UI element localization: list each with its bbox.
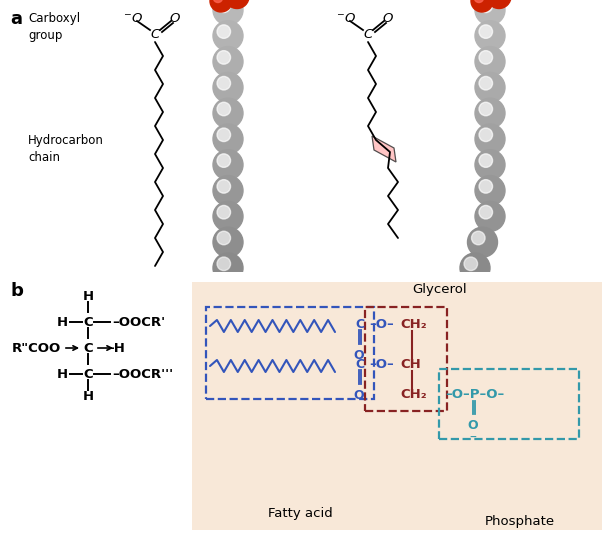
- Text: Fatty acid: Fatty acid: [267, 508, 332, 521]
- Circle shape: [213, 47, 243, 77]
- Text: Hydrocarbon
chain: Hydrocarbon chain: [28, 134, 104, 164]
- Text: H: H: [82, 390, 94, 403]
- Circle shape: [217, 102, 231, 116]
- Text: C: C: [364, 28, 373, 40]
- Circle shape: [217, 77, 231, 90]
- Text: H: H: [82, 289, 94, 302]
- Circle shape: [475, 150, 505, 180]
- Text: CH: CH: [400, 358, 420, 372]
- Circle shape: [213, 98, 243, 128]
- Polygon shape: [372, 136, 396, 162]
- Circle shape: [457, 283, 470, 296]
- Text: b: b: [10, 282, 23, 300]
- Circle shape: [475, 176, 505, 206]
- Circle shape: [460, 253, 490, 283]
- Circle shape: [453, 279, 483, 309]
- Text: $^{-}$O: $^{-}$O: [123, 11, 143, 24]
- Circle shape: [213, 72, 243, 102]
- Text: C: C: [355, 318, 364, 331]
- Circle shape: [213, 201, 243, 231]
- Circle shape: [475, 0, 505, 25]
- Circle shape: [213, 227, 243, 257]
- Circle shape: [225, 0, 249, 9]
- Circle shape: [475, 47, 505, 77]
- Text: –H: –H: [107, 342, 125, 355]
- Text: Carboxyl
group: Carboxyl group: [28, 12, 80, 42]
- Circle shape: [217, 180, 231, 193]
- Text: –O–: –O–: [369, 318, 394, 331]
- Circle shape: [471, 231, 485, 245]
- Circle shape: [217, 0, 231, 13]
- Circle shape: [217, 25, 231, 38]
- Circle shape: [213, 124, 243, 154]
- Text: O: O: [383, 11, 393, 24]
- Circle shape: [475, 72, 505, 102]
- Circle shape: [217, 51, 231, 64]
- Circle shape: [213, 176, 243, 206]
- Text: –OOCR''': –OOCR''': [112, 368, 173, 380]
- Circle shape: [213, 21, 243, 51]
- Circle shape: [475, 201, 505, 231]
- Circle shape: [479, 0, 492, 13]
- Circle shape: [479, 102, 492, 116]
- Circle shape: [214, 0, 223, 3]
- Circle shape: [210, 0, 232, 12]
- Circle shape: [213, 150, 243, 180]
- Text: CH₂: CH₂: [400, 318, 427, 331]
- Text: O: O: [354, 389, 364, 402]
- Text: –O–P–O–: –O–P–O–: [445, 388, 504, 401]
- Text: $^{-}$O: $^{-}$O: [336, 11, 356, 24]
- Circle shape: [479, 77, 492, 90]
- Text: C: C: [83, 316, 93, 329]
- Circle shape: [475, 124, 505, 154]
- Circle shape: [217, 257, 231, 270]
- Text: –: –: [469, 431, 477, 445]
- Circle shape: [479, 154, 492, 168]
- Text: C: C: [355, 358, 364, 372]
- Text: O: O: [468, 419, 479, 432]
- Circle shape: [464, 257, 477, 270]
- Circle shape: [479, 180, 492, 193]
- Text: H: H: [56, 368, 68, 380]
- Text: O: O: [354, 349, 364, 362]
- Circle shape: [479, 25, 492, 38]
- Text: a: a: [10, 10, 22, 28]
- Bar: [192, 282, 602, 530]
- Text: –O–: –O–: [369, 358, 394, 372]
- Circle shape: [217, 231, 231, 245]
- Text: H: H: [56, 316, 68, 329]
- Text: O: O: [170, 11, 180, 24]
- Circle shape: [475, 98, 505, 128]
- Circle shape: [479, 51, 492, 64]
- Text: C: C: [83, 342, 93, 355]
- Circle shape: [474, 0, 483, 3]
- Text: –OOCR': –OOCR': [112, 316, 165, 329]
- Circle shape: [468, 227, 497, 257]
- Circle shape: [479, 206, 492, 219]
- Circle shape: [213, 0, 243, 25]
- Text: C: C: [83, 368, 93, 380]
- Text: CH₂: CH₂: [400, 388, 427, 401]
- Text: R"COO: R"COO: [12, 342, 61, 355]
- Circle shape: [217, 128, 231, 141]
- Circle shape: [479, 128, 492, 141]
- Text: Phosphate: Phosphate: [485, 516, 555, 529]
- Circle shape: [217, 154, 231, 168]
- Circle shape: [213, 253, 243, 283]
- Circle shape: [471, 0, 493, 12]
- Circle shape: [217, 206, 231, 219]
- Text: C: C: [151, 28, 160, 40]
- Circle shape: [475, 21, 505, 51]
- Circle shape: [487, 0, 511, 9]
- Text: Glycerol: Glycerol: [413, 283, 467, 296]
